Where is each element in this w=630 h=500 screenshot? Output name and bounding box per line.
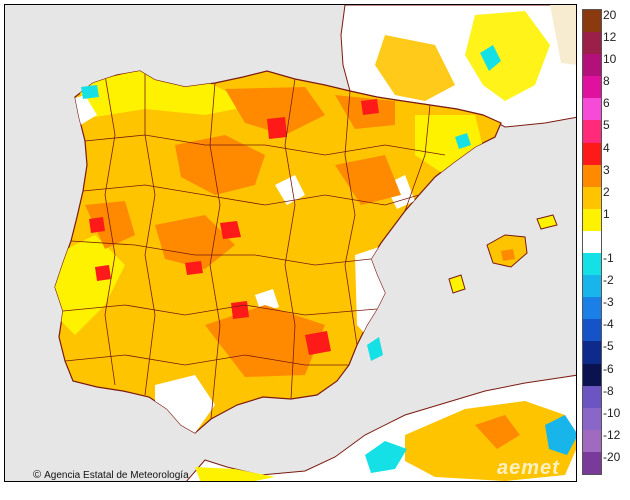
- legend-label: 1: [603, 206, 610, 221]
- france-cold-patch: [480, 45, 501, 71]
- legend-swatch: [583, 54, 601, 77]
- legend-label: -10: [603, 405, 621, 420]
- murcia-cold-spot: [367, 337, 383, 361]
- legend-swatch: [583, 208, 601, 232]
- legend-label: -12: [603, 427, 621, 442]
- catalonia-cold-spot: [455, 133, 471, 149]
- legend-label: -8: [603, 383, 614, 398]
- legend-label: -3: [603, 295, 614, 310]
- legend-swatch: [583, 451, 601, 475]
- iberia-red-burgos: [267, 117, 287, 139]
- legend-swatch: [583, 142, 601, 166]
- legend-label: 8: [603, 74, 610, 89]
- iberia-orange-north: [225, 87, 325, 135]
- credit-text: © Agencia Estatal de Meteorología: [33, 469, 189, 481]
- legend-label: 12: [603, 30, 617, 45]
- legend-label: 3: [603, 162, 610, 177]
- anomaly-map: [54, 5, 576, 481]
- map-frame: aemet © Agencia Estatal de Meteorología: [4, 4, 577, 482]
- legend-label: -2: [603, 273, 614, 288]
- iberia-orange-aragon: [335, 155, 401, 205]
- legend-swatch: [583, 230, 601, 254]
- legend-swatch: [583, 275, 601, 298]
- legend-swatch: [583, 429, 601, 453]
- africa-yellow-patch: [195, 467, 275, 481]
- iberia-red-granada: [305, 331, 331, 355]
- legend-swatch: [583, 120, 601, 144]
- legend-swatch: [583, 98, 601, 121]
- legend-swatch: [583, 10, 601, 33]
- france-warm-patch: [465, 11, 550, 101]
- legend-label: 2: [603, 184, 610, 199]
- africa-cold-patch-2: [545, 415, 576, 455]
- legend-swatch: [583, 363, 601, 387]
- legend-label: 5: [603, 118, 610, 133]
- legend-swatch: [583, 186, 601, 210]
- color-legend: [582, 9, 602, 475]
- galicia-cold-spot: [81, 85, 99, 99]
- iberia-red-toledo: [185, 261, 203, 275]
- aemet-watermark: aemet: [497, 457, 560, 479]
- iberia-red-navarra: [361, 99, 379, 115]
- legend-label: -1: [603, 251, 614, 266]
- legend-label: -20: [603, 449, 621, 464]
- iberia-red-portugal: [89, 217, 105, 233]
- legend-swatch: [583, 319, 601, 342]
- iberia-red-madrid: [220, 221, 241, 239]
- iberia-orange-castilla: [175, 135, 265, 195]
- france-orange-patch: [375, 35, 455, 101]
- africa-cold-patch: [365, 441, 407, 473]
- legend-swatch: [583, 297, 601, 320]
- legend-label: -5: [603, 339, 614, 354]
- iberia-yellow-north: [75, 71, 255, 117]
- legend-swatch: [583, 341, 601, 365]
- legend-label: 4: [603, 140, 610, 155]
- mallorca-hot-spot: [501, 249, 515, 261]
- legend-label: 20: [603, 8, 617, 22]
- copyright-icon: ©: [33, 469, 42, 481]
- iberia-white-center: [275, 175, 305, 205]
- iberia-orange-extremadura: [155, 215, 235, 269]
- legend-label: -4: [603, 317, 614, 332]
- ibiza: [448, 274, 466, 294]
- legend-label: -6: [603, 361, 614, 376]
- iberia-red-cordoba: [231, 301, 249, 319]
- legend-swatch: [583, 385, 601, 409]
- legend-swatch: [583, 407, 601, 431]
- legend-swatch: [583, 164, 601, 188]
- legend-swatch: [583, 253, 601, 276]
- province-borders: [62, 71, 446, 420]
- credit-label: Agencia Estatal de Meteorología: [44, 469, 189, 481]
- africa-hot-patch: [475, 415, 520, 449]
- legend-swatch: [583, 32, 601, 55]
- legend-swatch: [583, 76, 601, 99]
- menorca: [536, 214, 558, 230]
- legend-label: 6: [603, 96, 610, 111]
- france-edge: [550, 5, 576, 65]
- legend-label: 10: [603, 52, 617, 67]
- iberia-red-portugal-south: [95, 265, 111, 281]
